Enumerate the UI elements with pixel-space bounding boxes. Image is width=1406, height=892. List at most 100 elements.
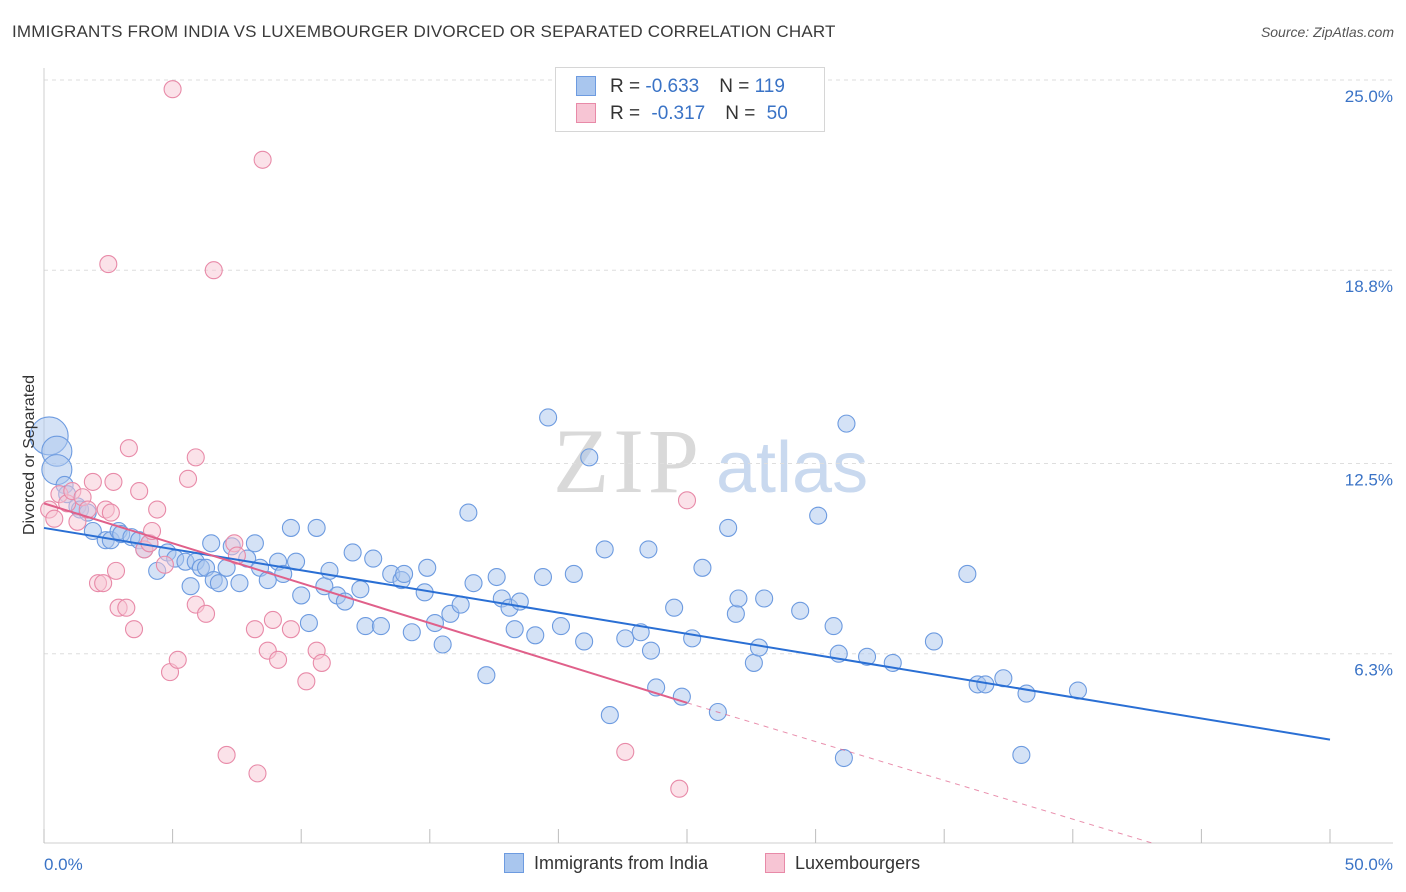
legend-row-luxembourgers: R = -0.317 N = 50 (576, 103, 788, 127)
series-swatch-india (504, 853, 524, 873)
trend-lines (43, 502, 1331, 844)
india-point (837, 414, 856, 433)
india-point (834, 748, 853, 768)
luxembourger-point (148, 500, 167, 519)
y-tick-label: 6.3% (1354, 661, 1393, 680)
x-tick-label-max: 50.0% (1345, 855, 1393, 874)
luxembourger-point (253, 150, 272, 169)
india-point (459, 503, 478, 522)
luxembourger-point (45, 509, 64, 528)
luxembourger-trend-line (43, 502, 688, 704)
luxembourger-point (204, 261, 223, 280)
gridlines (44, 79, 1393, 655)
luxembourger-point (119, 439, 138, 458)
luxembourger-point (163, 80, 182, 99)
luxembourger-point (78, 500, 97, 519)
y-tick-label: 25.0% (1345, 87, 1393, 106)
india-point (395, 564, 414, 583)
india-point (1012, 745, 1031, 765)
india-point (451, 595, 470, 614)
india-point (230, 574, 249, 593)
india-point (600, 706, 619, 725)
luxembourger-point (155, 555, 174, 574)
legend-r-value: -0.317 (651, 103, 706, 124)
legend-r-label: R = (610, 76, 646, 97)
x-tick-label-min: 0.0% (44, 855, 83, 874)
india-point (631, 623, 650, 642)
legend-r-label: R = (610, 103, 646, 124)
correlation-legend: R = -0.633 N = 119 R = -0.317 N = 50 (555, 67, 825, 132)
india-point (575, 632, 594, 651)
india-point (744, 653, 763, 672)
series-swatch-luxembourgers (765, 853, 785, 873)
india-point (924, 632, 943, 651)
india-point (665, 598, 684, 617)
luxembourger-point (677, 491, 697, 510)
india-point (580, 448, 599, 467)
india-point (564, 564, 583, 583)
luxembourger-point (245, 620, 264, 639)
india-point (857, 647, 877, 666)
watermark-zip: ZIP (553, 410, 703, 512)
india-point (364, 549, 383, 568)
india-point (292, 586, 311, 605)
luxembourger-point (101, 503, 120, 522)
india-trend-line (43, 526, 1331, 741)
source-label: Source: ZipAtlas.com (1260, 24, 1394, 40)
india-point (202, 534, 221, 553)
luxembourger-point (168, 650, 187, 669)
legend-n-label: N = (725, 103, 761, 124)
india-point (307, 518, 326, 537)
india-point (809, 506, 828, 525)
series-legend-india: Immigrants from India (504, 853, 708, 874)
legend-swatch-luxembourgers (576, 103, 596, 123)
legend-n-label: N = (719, 76, 755, 97)
series-legend-label: Luxembourgers (795, 853, 921, 873)
india-point (402, 623, 421, 642)
india-point (245, 534, 264, 553)
india-point (533, 567, 553, 587)
luxembourger-point (104, 472, 123, 491)
india-point (209, 574, 228, 593)
india-point (487, 567, 506, 587)
luxembourger-point (83, 472, 102, 491)
india-point (958, 564, 977, 583)
luxembourger-point (670, 779, 689, 798)
india-point (824, 617, 843, 636)
luxembourger-point (281, 620, 300, 639)
india-point (181, 577, 200, 596)
luxembourger-point (130, 482, 149, 501)
india-point (433, 635, 452, 654)
india-point (356, 617, 375, 636)
india-point (719, 518, 738, 537)
legend-n-value: 119 (754, 76, 785, 97)
india-point (464, 574, 483, 593)
luxembourger-point (186, 448, 205, 467)
luxembourger-point (263, 610, 282, 630)
series-legend-label: Immigrants from India (534, 853, 709, 873)
india-point (639, 540, 658, 559)
luxembourger-point (124, 620, 144, 639)
luxembourger-point (106, 561, 126, 580)
series-legend: Immigrants from India Luxembourgers (0, 853, 1406, 877)
y-axis-title: Divorced or Separated (21, 375, 38, 535)
india-point (281, 518, 300, 537)
india-point (526, 626, 545, 645)
luxembourger-point (269, 650, 288, 669)
india-point (791, 601, 810, 620)
luxembourger-point (117, 598, 136, 617)
y-tick-labels: 6.3% 12.5% 18.8% 25.0% (1345, 87, 1393, 680)
luxembourger-point (217, 745, 236, 765)
india-point (539, 408, 558, 427)
india-point (641, 641, 661, 660)
india-point (258, 571, 277, 590)
y-tick-label: 12.5% (1345, 471, 1393, 490)
y-tick-label: 18.8% (1345, 277, 1393, 296)
india-point (595, 540, 614, 559)
india-point (418, 558, 437, 577)
luxembourger-point (616, 742, 635, 761)
india-point (343, 543, 362, 562)
india-point (551, 617, 571, 636)
india-point (616, 629, 635, 648)
india-point (683, 629, 702, 648)
